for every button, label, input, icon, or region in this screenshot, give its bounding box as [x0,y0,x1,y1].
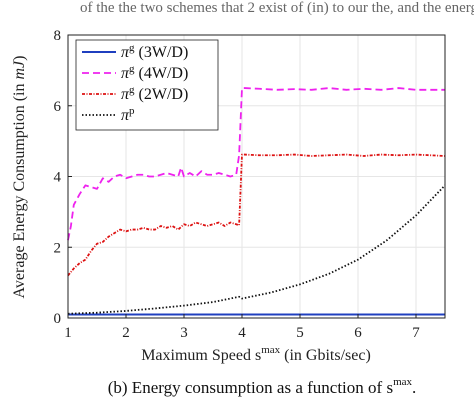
x-axis-ticks: 1 2 3 4 5 6 7 [64,314,420,341]
x-tick-label: 6 [354,325,362,341]
caption-suffix: . [412,378,416,397]
legend-sup: p [129,105,135,117]
figure-caption: (b) Energy consumption as a function of … [108,376,417,397]
y-axis-label-unit: mJ [11,60,28,80]
x-axis-label-tail: (in Gbits/sec) [280,347,371,364]
legend-rest: (3W/D) [135,44,189,61]
y-tick-label: 8 [54,28,62,44]
header-text: of the the two schemes that 2 exist of (… [80,0,474,16]
series-line-1 [67,87,445,241]
y-tick-label: 0 [54,311,62,327]
legend-pi: π [121,86,130,103]
legend-rest: (4W/D) [135,65,189,82]
x-axis-label: Maximum Speed smax (in Gbits/sec) [141,344,371,364]
legend-sup: g [129,63,135,75]
legend-sup: g [129,84,135,96]
series-line-3 [67,184,446,315]
x-tick-label: 5 [296,325,304,341]
caption-main: (b) Energy consumption as a function of … [108,378,393,397]
x-tick-label: 2 [122,325,130,341]
y-axis-label: Average Energy Consumption (in mJ) [11,56,28,299]
x-axis-label-main: Maximum Speed s [141,347,261,364]
legend-label-2: πg (2W/D) [121,84,188,103]
y-axis-label-tail: ) [11,56,28,61]
x-tick-label: 4 [238,325,246,341]
caption-sup: max [393,376,412,388]
legend-pi: π [121,107,130,124]
legend-items: πg (3W/D)πg (4W/D)πg (2W/D)πp [82,42,188,124]
legend-sup: g [129,42,135,54]
y-tick-label: 6 [54,99,62,115]
legend-label-3: πp [121,105,135,124]
x-tick-label: 3 [180,325,188,341]
series-line-2 [67,153,446,277]
x-axis-label-sup: max [261,344,280,356]
legend-rest: (2W/D) [135,86,189,103]
y-tick-label: 4 [54,170,62,186]
legend-pi: π [121,44,130,61]
x-tick-label: 1 [64,325,72,341]
series-layer [67,87,446,316]
y-axis-label-main: Average Energy Consumption (in [11,80,28,299]
x-tick-label: 7 [412,325,420,341]
legend-label-0: πg (3W/D) [121,42,188,61]
plot-area: 1 2 3 4 5 6 7 0 2 4 6 8 [54,28,446,341]
y-axis-ticks: 0 2 4 6 8 [54,28,72,327]
y-tick-label: 2 [54,240,62,256]
legend: πg (3W/D)πg (4W/D)πg (2W/D)πp [75,39,219,131]
legend-pi: π [121,65,130,82]
legend-label-1: πg (4W/D) [121,63,188,82]
